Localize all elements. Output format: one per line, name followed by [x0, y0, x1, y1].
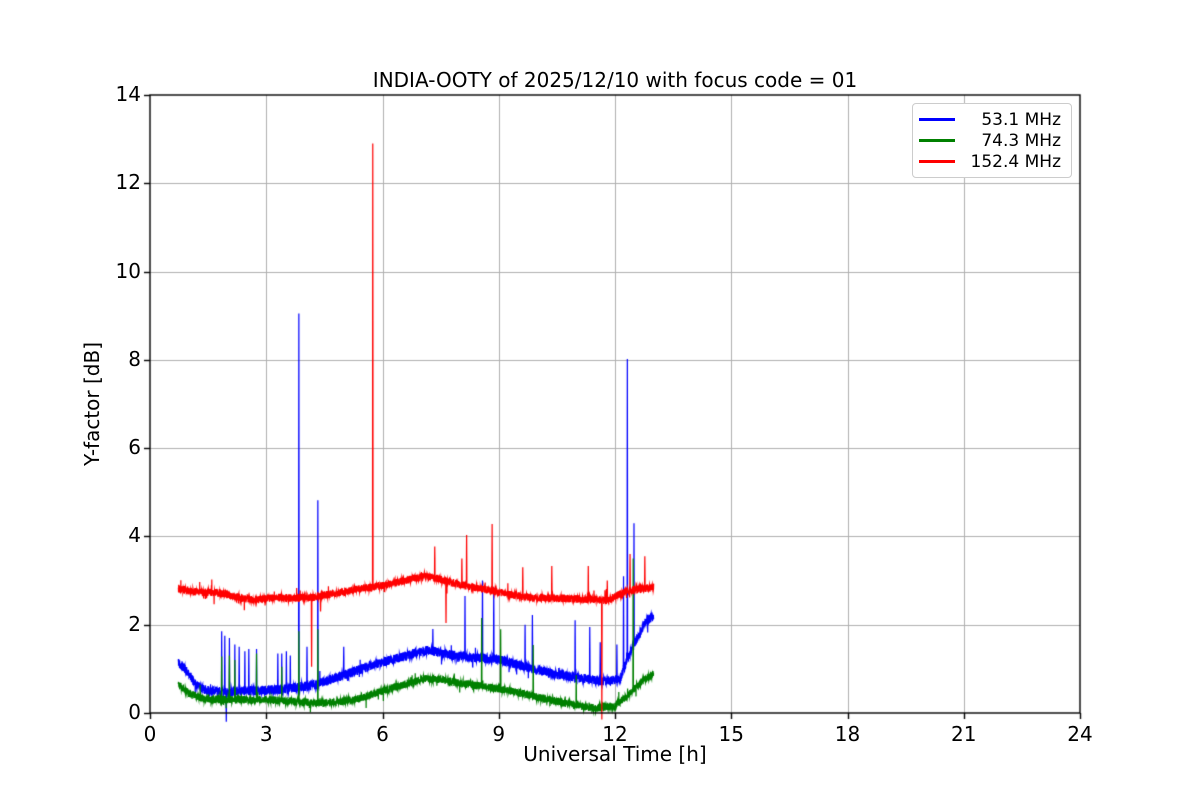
- x-tick-label: 24: [1067, 722, 1093, 746]
- x-tick-label: 9: [492, 722, 506, 746]
- legend-line-sample: [919, 118, 955, 121]
- y-tick-label: 12: [115, 170, 141, 195]
- legend-label: 152.4 MHz: [970, 151, 1061, 172]
- legend-label: 74.3 MHz: [981, 130, 1061, 151]
- legend-item: 152.4 MHz: [919, 152, 1061, 172]
- legend-label: 53.1 MHz: [981, 109, 1061, 130]
- y-tick-label: 6: [128, 435, 141, 460]
- legend-item: 74.3 MHz: [919, 131, 1061, 151]
- y-tick-label: 2: [128, 611, 141, 636]
- legend-line-sample: [919, 139, 955, 142]
- x-tick-label: 3: [259, 722, 273, 746]
- x-tick-label: 15: [718, 722, 744, 746]
- x-tick-label: 0: [143, 722, 157, 746]
- legend: 53.1 MHz 74.3 MHz 152.4 MHz: [912, 103, 1072, 178]
- x-axis-label: Universal Time [h]: [523, 742, 707, 766]
- y-tick-label: 0: [128, 700, 141, 724]
- x-tick-label: 18: [834, 722, 861, 746]
- y-tick-label: 4: [128, 523, 141, 548]
- y-tick-label: 8: [128, 346, 141, 371]
- x-tick-label: 12: [602, 722, 628, 746]
- y-tick-label: 14: [115, 82, 141, 106]
- y-tick-label: 10: [115, 258, 141, 283]
- x-tick-label: 6: [376, 722, 389, 746]
- legend-item: 53.1 MHz: [919, 110, 1061, 130]
- legend-line-sample: [919, 160, 955, 163]
- chart-title: INDIA-OOTY of 2025/12/10 with focus code…: [372, 68, 858, 92]
- x-tick-label: 21: [951, 722, 977, 746]
